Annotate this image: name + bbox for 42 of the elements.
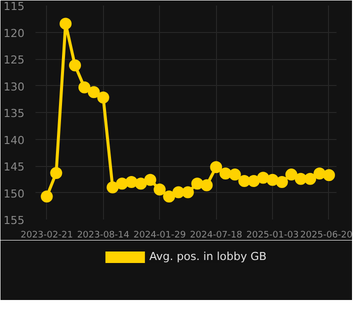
y-tick-label: 150 — [4, 187, 25, 200]
x-tick-label: 2023-08-14 — [77, 230, 130, 240]
y-tick-label: 140 — [4, 134, 25, 147]
point — [248, 174, 260, 187]
x-tick-label: 2023-02-21 — [20, 230, 73, 240]
point — [314, 168, 326, 180]
point — [40, 190, 53, 202]
point — [116, 178, 128, 190]
y-tick-label: 145 — [4, 160, 25, 174]
point — [154, 184, 166, 196]
point — [125, 176, 138, 188]
x-tick-label: 2025-06-20 — [300, 230, 353, 240]
point — [228, 168, 241, 181]
y-tick-label: 130 — [4, 80, 25, 94]
point — [322, 169, 335, 182]
point — [276, 176, 288, 188]
point — [257, 172, 270, 184]
point — [210, 161, 222, 174]
point — [69, 59, 82, 72]
y-tick-label: 120 — [4, 26, 25, 40]
y-tick-label: 125 — [4, 54, 25, 66]
point — [200, 179, 213, 192]
point — [60, 18, 72, 30]
x-tick-label: 2024-01-29 — [134, 230, 186, 240]
y-tick-label: 135 — [4, 107, 25, 120]
legend-label: Avg. pos. in lobby GB — [149, 250, 267, 263]
point — [50, 166, 62, 179]
point — [285, 168, 298, 181]
y-tick-label: 115 — [4, 0, 25, 13]
point — [266, 174, 279, 186]
point — [106, 181, 119, 194]
point — [97, 92, 110, 104]
x-tick-label: 2025-01-03 — [246, 230, 299, 240]
x-tick-label: 2024-07-18 — [190, 230, 243, 240]
point — [182, 186, 194, 198]
point — [144, 174, 156, 186]
point — [88, 86, 100, 98]
point — [304, 172, 316, 185]
y-tick-label: 155 — [4, 214, 25, 227]
point — [163, 190, 176, 202]
point — [134, 178, 147, 190]
point — [78, 81, 90, 94]
